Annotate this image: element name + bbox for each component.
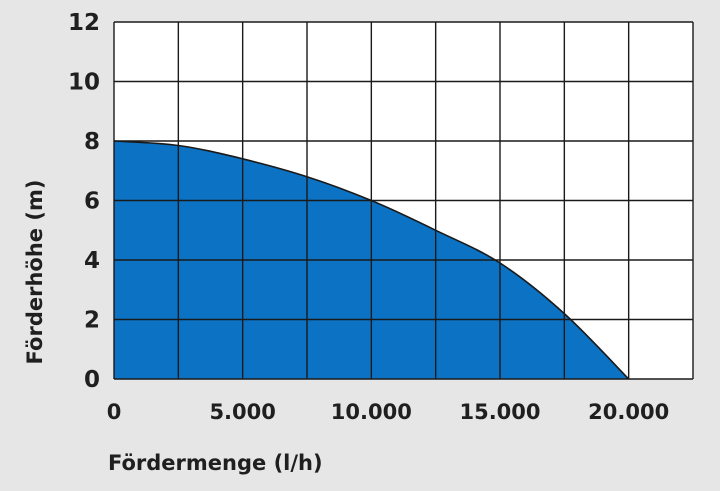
y-tick-label: 2 (84, 308, 100, 334)
x-tick-label: 0 (107, 400, 122, 424)
y-axis-label: Förderhöhe (m) (23, 180, 47, 365)
x-tick-label: 15.000 (459, 400, 540, 424)
y-tick-label: 12 (68, 10, 100, 36)
grid-layer (113, 21, 694, 380)
y-tick-label: 4 (84, 248, 100, 274)
x-tick-label: 10.000 (331, 400, 412, 424)
performance-curve (113, 140, 630, 380)
x-tick-label: 20.000 (588, 400, 669, 424)
y-tick-label: 10 (68, 70, 100, 96)
x-axis-label: Fördermenge (l/h) (108, 451, 323, 475)
curve-layer (113, 140, 630, 380)
y-tick-label: 0 (84, 367, 100, 393)
x-tick-label: 5.000 (209, 400, 275, 424)
y-tick-label: 8 (84, 129, 100, 155)
x-tick-labels: 0 5.000 10.000 15.000 20.000 (107, 400, 670, 424)
y-tick-label: 6 (84, 189, 100, 215)
y-tick-labels: 0 2 4 6 8 10 12 (68, 10, 100, 393)
